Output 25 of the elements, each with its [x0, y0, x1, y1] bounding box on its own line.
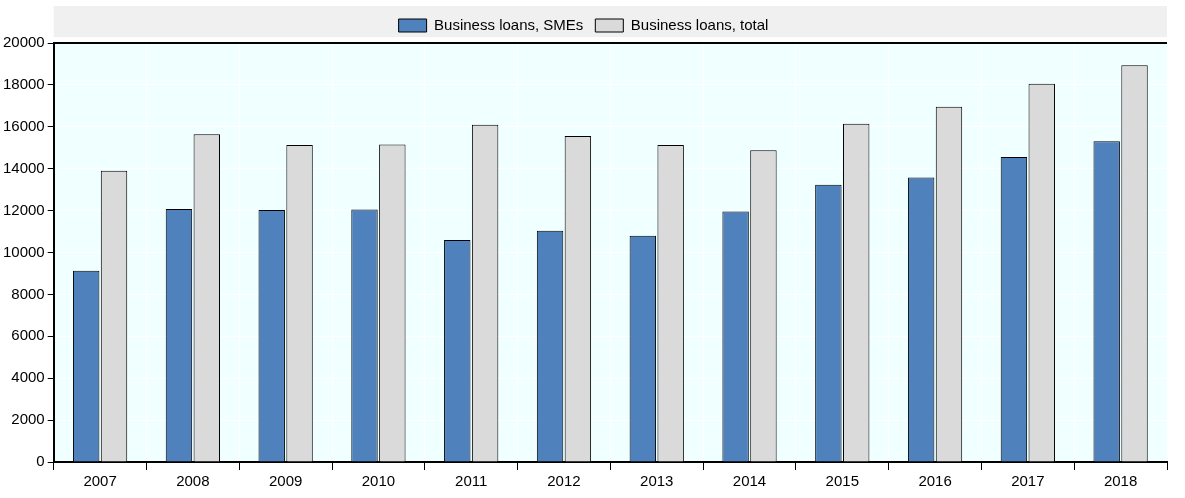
y-tick-label: 2000	[11, 410, 45, 428]
y-tick-label: 6000	[11, 326, 45, 344]
x-tick-label: 2008	[176, 472, 210, 490]
y-tick-label: 14000	[2, 158, 45, 176]
x-tick-label: 2014	[732, 472, 767, 490]
y-tick-label: 0	[36, 452, 45, 470]
legend-label: Business loans, SMEs	[434, 15, 584, 33]
y-tick-label: 12000	[2, 200, 45, 218]
y-tick-label: 18000	[2, 75, 45, 93]
x-tick-label: 2016	[918, 472, 952, 490]
y-tick-label: 8000	[11, 284, 45, 302]
x-tick-label: 2009	[268, 472, 303, 490]
x-tick-label: 2012	[547, 472, 581, 490]
y-tick-label: 10000	[2, 242, 45, 260]
x-tick-label: 2017	[1011, 472, 1045, 490]
x-tick-label: 2013	[640, 472, 674, 490]
x-tick-label: 2007	[83, 472, 117, 490]
y-tick-label: 4000	[11, 368, 45, 386]
x-tick-label: 2018	[1103, 472, 1138, 490]
x-tick-label: 2011	[455, 472, 488, 490]
y-tick-label: 20000	[2, 33, 45, 51]
y-tick-label: 16000	[2, 116, 45, 134]
legend-label: Business loans, total	[630, 15, 769, 33]
x-tick-label: 2010	[361, 472, 396, 490]
x-tick-label: 2015	[825, 472, 859, 490]
